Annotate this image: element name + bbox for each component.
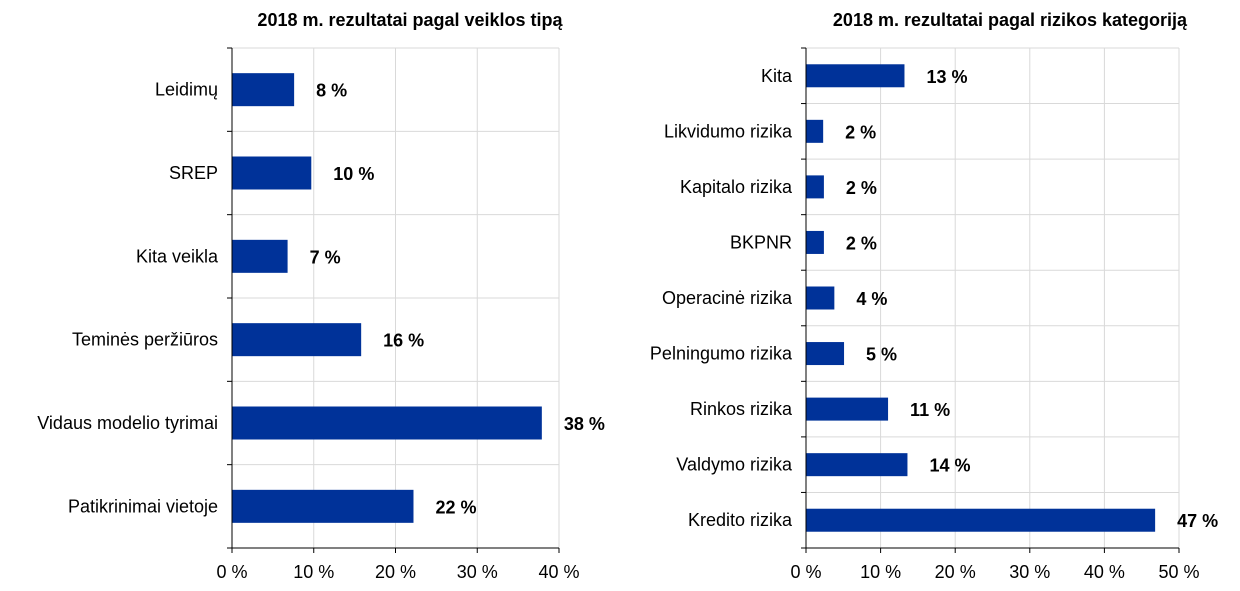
bar <box>806 508 1156 532</box>
x-tick-label: 30 % <box>1009 562 1050 582</box>
category-label: Kredito rizika <box>688 510 793 530</box>
category-label: Valdymo rizika <box>676 455 793 475</box>
bar <box>806 119 824 143</box>
x-tick-label: 30 % <box>457 562 498 582</box>
category-label: Leidimų <box>155 80 218 100</box>
data-label: 8 % <box>316 81 347 101</box>
x-tick-label: 50 % <box>1158 562 1199 582</box>
bar <box>806 342 845 366</box>
data-label: 2 % <box>845 122 876 142</box>
bar <box>806 286 835 310</box>
data-label: 47 % <box>1177 511 1218 531</box>
data-label: 16 % <box>383 331 424 351</box>
risk-category-chart: 2018 m. rezultatai pagal rizikos kategor… <box>620 0 1240 591</box>
data-label: 11 % <box>910 400 950 420</box>
bar <box>232 489 414 523</box>
data-label: 38 % <box>564 414 605 434</box>
x-tick-label: 10 % <box>860 562 901 582</box>
data-label: 13 % <box>926 67 967 87</box>
category-label: SREP <box>169 163 218 183</box>
bar <box>806 64 905 88</box>
category-label: Patikrinimai vietoje <box>68 496 218 516</box>
risk-category-chart-plot: 0 % 10 % 20 % 30 % 40 % 50 % Kita 13 % Likvidumo… <box>650 47 1218 582</box>
bar <box>232 73 295 107</box>
chart-title: 2018 m. rezultatai pagal veiklos tipą <box>257 10 563 30</box>
category-label: Kapitalo rizika <box>680 177 793 197</box>
category-label: Pelningumo rizika <box>650 344 793 364</box>
category-label: Teminės peržiūros <box>72 330 218 350</box>
category-label: Kita veikla <box>136 246 219 266</box>
activity-type-chart: 2018 m. rezultatai pagal veiklos tipą 0 … <box>37 10 605 582</box>
data-label: 5 % <box>866 345 897 365</box>
x-tick-label: 20 % <box>935 562 976 582</box>
x-tick-label: 0 % <box>790 562 821 582</box>
data-label: 4 % <box>856 289 887 309</box>
data-label: 22 % <box>435 497 476 517</box>
chart-title: 2018 m. rezultatai pagal rizikos kategor… <box>832 10 1188 30</box>
activity-type-chart-plot: 0 % 10 % 20 % 30 % 40 % Leidimų 8 % SREP 10 % Kit… <box>37 47 605 582</box>
bar <box>232 156 312 190</box>
category-label: BKPNR <box>730 232 792 252</box>
bar <box>806 397 889 421</box>
data-label: 7 % <box>310 247 341 267</box>
x-tick-label: 10 % <box>293 562 334 582</box>
category-label: Rinkos rizika <box>690 399 793 419</box>
x-tick-label: 20 % <box>375 562 416 582</box>
x-tick-label: 0 % <box>216 562 247 582</box>
bar <box>232 406 542 440</box>
category-label: Kita <box>761 66 793 86</box>
x-tick-label: 40 % <box>538 562 579 582</box>
bar <box>806 453 908 477</box>
category-label: Likvidumo rizika <box>664 121 793 141</box>
data-label: 2 % <box>846 178 877 198</box>
category-label: Vidaus modelio tyrimai <box>37 413 218 433</box>
x-tick-label: 40 % <box>1084 562 1125 582</box>
data-label: 10 % <box>333 164 374 184</box>
data-label: 14 % <box>929 456 970 476</box>
bar <box>806 230 824 254</box>
bar <box>806 175 824 199</box>
data-label: 2 % <box>846 233 877 253</box>
bar <box>232 323 362 357</box>
bar <box>232 239 288 273</box>
category-label: Operacinė rizika <box>662 288 793 308</box>
